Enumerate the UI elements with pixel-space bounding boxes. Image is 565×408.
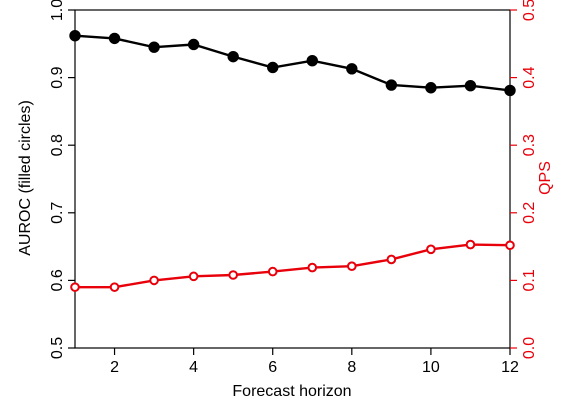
- x-tick-label: 6: [268, 359, 277, 376]
- y-right-tick-label: 0.2: [521, 202, 538, 224]
- y-left-tick-label: 0.9: [49, 66, 66, 88]
- series-1-point: [385, 79, 398, 91]
- y-axis-right: 0.0 0.1 0.2 0.3 0.4 0.5: [510, 0, 538, 359]
- y-axis-left-label: AUROC (filled circles): [17, 100, 34, 256]
- series-1-point: [464, 80, 477, 92]
- series-1-point: [346, 63, 358, 75]
- x-axis-label: Forecast horizon: [232, 383, 351, 400]
- series-2-point: [149, 275, 159, 286]
- series-line-1: [74, 34, 511, 92]
- series-1-point: [227, 50, 239, 63]
- series-line-2: [75, 243, 511, 289]
- x-tick-label: 4: [189, 359, 198, 376]
- y-axis-right-label: QPS: [537, 161, 554, 195]
- series-2-point: [109, 282, 120, 292]
- series-1-point: [69, 29, 81, 42]
- x-tick-label: 8: [347, 359, 356, 376]
- series-1-point: [425, 82, 437, 94]
- series-1-point: [306, 55, 318, 67]
- series-1-point: [187, 38, 200, 51]
- x-tick-label: 2: [110, 359, 119, 376]
- series-2-point: [267, 266, 278, 277]
- x-tick-label: 12: [501, 359, 519, 376]
- series-2-point: [426, 244, 436, 255]
- y-left-tick-label: 0.6: [49, 269, 66, 291]
- series-2-point: [386, 254, 397, 265]
- y-axis-left: 0.5 0.6 0.7 0.8 0.9 1.0: [49, 0, 75, 359]
- y-right-tick-label: 0.4: [521, 66, 538, 88]
- x-tick-label: 10: [422, 359, 440, 376]
- plot-frame: [74, 9, 511, 349]
- series-2-point: [307, 262, 318, 273]
- y-left-tick-label: 0.8: [49, 134, 66, 156]
- series-1-point: [108, 32, 121, 45]
- y-left-tick-label: 0.7: [49, 202, 66, 224]
- y-left-tick-label: 1.0: [49, 0, 66, 21]
- series-layer: [69, 29, 516, 292]
- series-2-point: [188, 271, 199, 282]
- series-1-point: [267, 61, 279, 74]
- y-left-tick-label: 0.5: [49, 337, 66, 359]
- y-right-tick-label: 0.5: [521, 0, 538, 21]
- series-2-point: [347, 261, 357, 272]
- series-2-point: [505, 240, 515, 251]
- y-right-tick-label: 0.0: [521, 337, 538, 359]
- series-2-point: [465, 239, 476, 250]
- series-2-point: [228, 270, 238, 280]
- y-right-tick-label: 0.3: [521, 134, 538, 156]
- x-axis: 2 4 6 8 10 12: [110, 348, 519, 376]
- series-1-point: [504, 84, 516, 97]
- series-1-point: [148, 41, 160, 53]
- y-right-tick-label: 0.1: [521, 269, 538, 291]
- series-2-point: [70, 282, 80, 292]
